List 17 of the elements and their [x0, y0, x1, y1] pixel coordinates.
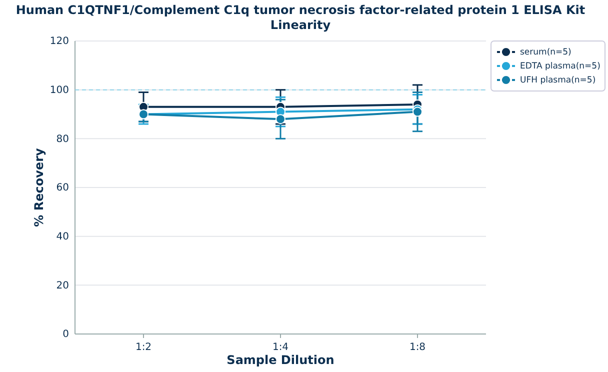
x-tick-label: 1:8 — [409, 342, 426, 353]
chart-title: Human C1QTNF1/Complement C1q tumor necrosis factor-related protein 1 ELISA Kit — [16, 3, 586, 17]
y-tick-label: 100 — [50, 85, 69, 96]
y-tick-label: 40 — [56, 232, 69, 243]
chart-subtitle: Linearity — [270, 18, 331, 32]
x-axis-title: Sample Dilution — [226, 353, 334, 367]
y-tick-label: 60 — [56, 182, 69, 194]
y-tick-label: 0 — [62, 329, 69, 340]
y-tick-label: 80 — [56, 134, 69, 145]
y-axis-title: % Recovery — [32, 148, 46, 227]
legend-label: serum(n=5) — [520, 48, 572, 58]
x-tick-label: 1:4 — [272, 342, 289, 353]
legend-label: EDTA plasma(n=5) — [520, 62, 600, 72]
legend-label: UFH plasma(n=5) — [520, 76, 596, 86]
y-tick-label: 20 — [56, 280, 69, 292]
y-tick-label: 120 — [50, 36, 69, 48]
x-tick-label: 1:2 — [135, 342, 152, 353]
